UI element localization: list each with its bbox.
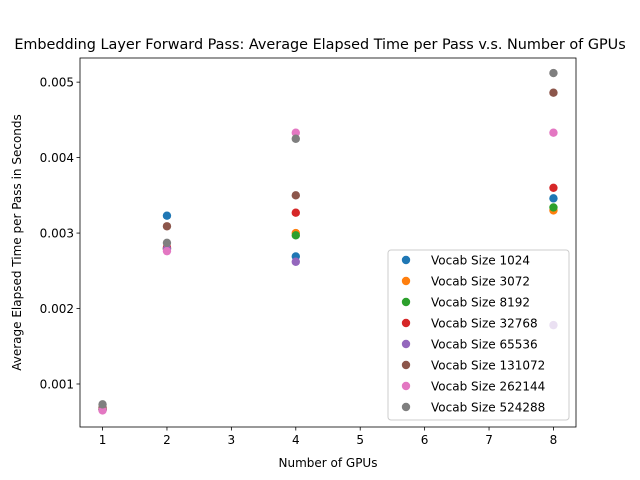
x-tick-label: 5 [356,433,364,447]
legend-marker [401,402,411,412]
data-point [162,246,172,256]
legend-marker [401,339,411,349]
data-point [98,406,107,415]
y-tick-label: 0.005 [40,75,74,89]
y-axis-label: Average Elapsed Time per Pass in Seconds [10,114,24,371]
x-tick-label: 4 [292,433,300,447]
plot-frame [79,57,577,428]
data-point [162,222,172,231]
legend-box [387,249,570,421]
data-point [291,128,300,137]
data-point [549,128,558,137]
legend-label: Vocab Size 1024 [431,253,530,267]
legend-marker [401,381,411,391]
y-tick-label: 0.003 [40,226,74,240]
legend-marker [401,318,411,328]
legend-label: Vocab Size 32768 [431,316,538,330]
x-tick-label: 7 [485,433,493,447]
data-point [549,203,558,212]
legend-marker [401,297,411,307]
x-tick-label: 8 [550,433,558,447]
data-point [549,183,558,192]
data-point [98,400,107,409]
legend-label: Vocab Size 131072 [431,358,545,372]
y-axis: 0.001 0.002 0.003 0.004 0.005 [40,75,80,391]
data-point [549,88,558,97]
data-point [291,191,300,200]
legend-marker [401,255,411,265]
y-tick-label: 0.004 [40,151,74,165]
data-point [549,68,558,78]
data-point [291,208,300,217]
x-tick-label: 1 [99,433,107,447]
legend-marker [401,276,411,286]
x-axis-label: Number of GPUs [279,456,378,470]
chart-title: Embedding Layer Forward Pass: Average El… [14,37,625,53]
x-tick-label: 6 [421,433,429,447]
points-layer [98,68,558,415]
legend: Vocab Size 1024 Vocab Size 3072 Vocab Size… [387,249,570,421]
data-point [162,211,172,220]
legend-label: Vocab Size 65536 [431,337,538,351]
data-point [162,238,172,248]
data-point [549,194,558,203]
x-tick-label: 2 [163,433,171,447]
y-tick-label: 0.002 [40,302,74,316]
legend-marker [401,360,411,370]
y-tick-label: 0.001 [40,377,74,391]
data-point [291,134,300,143]
data-point [291,257,300,266]
x-tick-label: 3 [228,433,236,447]
legend-label: Vocab Size 524288 [431,400,545,414]
legend-label: Vocab Size 3072 [431,274,530,288]
legend-label: Vocab Size 8192 [431,295,530,309]
x-axis: 1 2 3 4 5 6 7 8 [99,427,558,447]
data-point [291,231,300,240]
legend-label: Vocab Size 262144 [431,379,545,393]
